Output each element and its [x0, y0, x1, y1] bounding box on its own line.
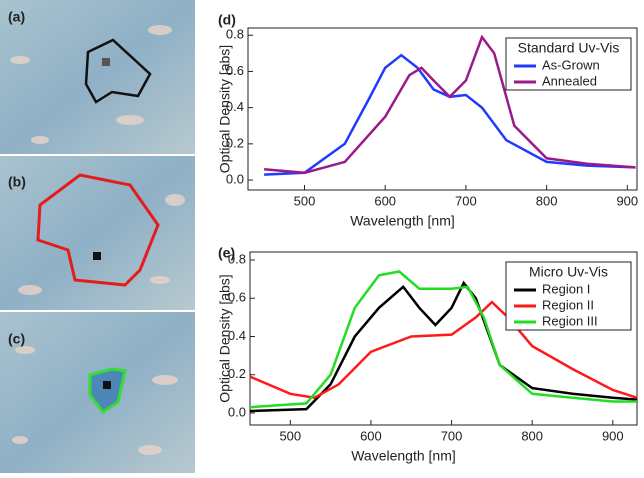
x-tick-label: 600 [374, 193, 396, 208]
y-tick-label: 0.6 [226, 63, 244, 78]
legend-title: Standard Uv-Vis [518, 40, 620, 56]
region-outline [84, 38, 152, 104]
data-line [249, 300, 638, 400]
probe-spot [103, 381, 111, 389]
region-outline [88, 367, 127, 415]
panel-label: (c) [8, 331, 25, 347]
legend-label: Annealed [542, 73, 597, 88]
probe-spot [102, 58, 110, 66]
data-line [249, 280, 638, 413]
y-tick-label: 0.4 [226, 99, 244, 114]
y-tick-label: 0.0 [228, 404, 246, 419]
legend-label: As-Grown [542, 57, 600, 72]
panel-label: (e) [218, 245, 235, 261]
region-outline [36, 173, 160, 287]
micrograph [0, 156, 195, 310]
x-tick-label: 800 [521, 428, 543, 443]
x-tick-label: 700 [441, 428, 463, 443]
y-tick-label: 0.6 [228, 290, 246, 305]
y-tick-label: 0.0 [226, 171, 244, 186]
x-tick-label: 900 [602, 428, 624, 443]
x-tick-label: 600 [360, 428, 382, 443]
y-tick-label: 0.2 [228, 366, 246, 381]
probe-spot [93, 252, 101, 260]
plot-frame [247, 27, 638, 191]
data-line [263, 34, 636, 175]
x-axis-label: Wavelength [nm] [351, 448, 456, 464]
legend-label: Region III [542, 313, 598, 328]
legend-title: Micro Uv-Vis [529, 264, 608, 280]
data-line [249, 270, 637, 409]
x-tick-label: 800 [536, 193, 558, 208]
x-tick-label: 500 [279, 428, 301, 443]
y-axis-label: Optical Density [abs] [217, 45, 233, 173]
legend-label: Region I [542, 281, 590, 296]
panel-label: (a) [8, 9, 25, 25]
y-tick-label: 0.8 [226, 27, 244, 42]
legend-label: Region II [542, 297, 594, 312]
data-line [264, 53, 636, 176]
y-tick-label: 0.2 [226, 135, 244, 150]
micrographs: (a) (b) (c) [0, 0, 195, 473]
y-tick-label: 0.8 [228, 251, 246, 266]
x-axis-label: Wavelength [nm] [350, 213, 455, 229]
legend-box [505, 261, 632, 331]
x-tick-label: 900 [616, 193, 638, 208]
speckles [10, 25, 185, 455]
y-axis-label: Optical Density [abs] [217, 274, 233, 402]
micrograph [0, 0, 195, 154]
x-tick-label: 700 [455, 193, 477, 208]
panel-label: (d) [218, 12, 236, 28]
x-tick-label: 500 [294, 193, 316, 208]
panel-label: (b) [8, 174, 26, 190]
plot-frame [249, 251, 638, 426]
y-tick-label: 0.4 [228, 328, 246, 343]
